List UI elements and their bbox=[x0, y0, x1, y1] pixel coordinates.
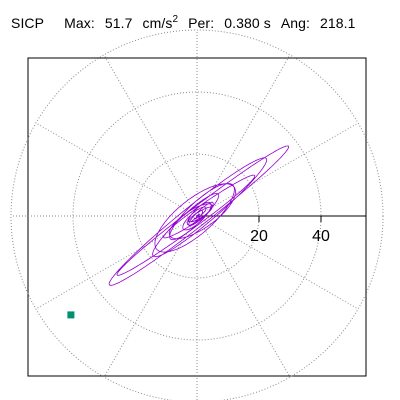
grid-spoke bbox=[35, 215, 198, 310]
grid-ring bbox=[10, 29, 384, 400]
grid-spoke bbox=[103, 215, 198, 378]
period-label: Per: bbox=[188, 15, 215, 31]
radial-tick-label: 20 bbox=[250, 228, 268, 245]
angle-label: Ang: bbox=[280, 15, 311, 31]
grid-spoke bbox=[103, 54, 198, 217]
grid-spoke bbox=[196, 122, 359, 217]
orbit-trace bbox=[108, 145, 290, 286]
polar-grid bbox=[10, 29, 384, 400]
peak-marker bbox=[67, 311, 75, 319]
max-label: Max: bbox=[64, 15, 95, 31]
orbit-path bbox=[108, 145, 290, 286]
max-unit-exponent: 2 bbox=[172, 14, 179, 25]
grid-spoke bbox=[196, 215, 291, 378]
station-code: SICP bbox=[11, 15, 45, 31]
max-value: 51.7 bbox=[104, 15, 133, 31]
peak-marker-layer bbox=[67, 311, 75, 319]
angle-value: 218.1 bbox=[320, 15, 356, 31]
radial-axis: 20 40 bbox=[197, 215, 366, 245]
max-unit: cm/s bbox=[142, 15, 173, 31]
grid-spoke bbox=[35, 122, 198, 217]
radial-tick-label: 40 bbox=[312, 228, 330, 245]
grid-spoke bbox=[196, 215, 359, 310]
chart-title: SICP Max: 51.7 cm/s2 Per: 0.380 s Ang: 2… bbox=[11, 14, 356, 32]
period-value: 0.380 s bbox=[224, 15, 271, 31]
